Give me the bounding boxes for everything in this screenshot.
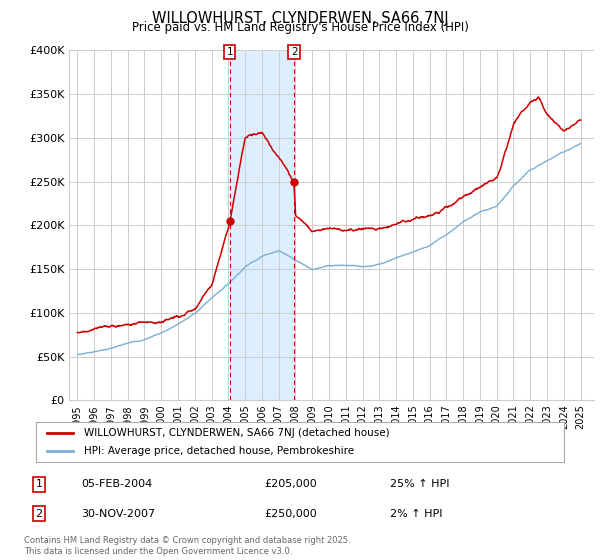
Text: 2: 2 <box>291 47 298 57</box>
Text: £250,000: £250,000 <box>264 508 317 519</box>
Text: 2% ↑ HPI: 2% ↑ HPI <box>390 508 443 519</box>
Text: WILLOWHURST, CLYNDERWEN, SA66 7NJ: WILLOWHURST, CLYNDERWEN, SA66 7NJ <box>152 11 448 26</box>
Text: 1: 1 <box>227 47 233 57</box>
Text: HPI: Average price, detached house, Pembrokeshire: HPI: Average price, detached house, Pemb… <box>83 446 353 456</box>
Text: 25% ↑ HPI: 25% ↑ HPI <box>390 479 449 489</box>
Text: 30-NOV-2007: 30-NOV-2007 <box>81 508 155 519</box>
Text: 1: 1 <box>35 479 43 489</box>
Text: 05-FEB-2004: 05-FEB-2004 <box>81 479 152 489</box>
Text: £205,000: £205,000 <box>264 479 317 489</box>
Text: WILLOWHURST, CLYNDERWEN, SA66 7NJ (detached house): WILLOWHURST, CLYNDERWEN, SA66 7NJ (detac… <box>83 428 389 438</box>
Text: Price paid vs. HM Land Registry's House Price Index (HPI): Price paid vs. HM Land Registry's House … <box>131 21 469 34</box>
Text: Contains HM Land Registry data © Crown copyright and database right 2025.
This d: Contains HM Land Registry data © Crown c… <box>24 536 350 556</box>
Bar <box>230 50 294 400</box>
Text: 2: 2 <box>35 508 43 519</box>
